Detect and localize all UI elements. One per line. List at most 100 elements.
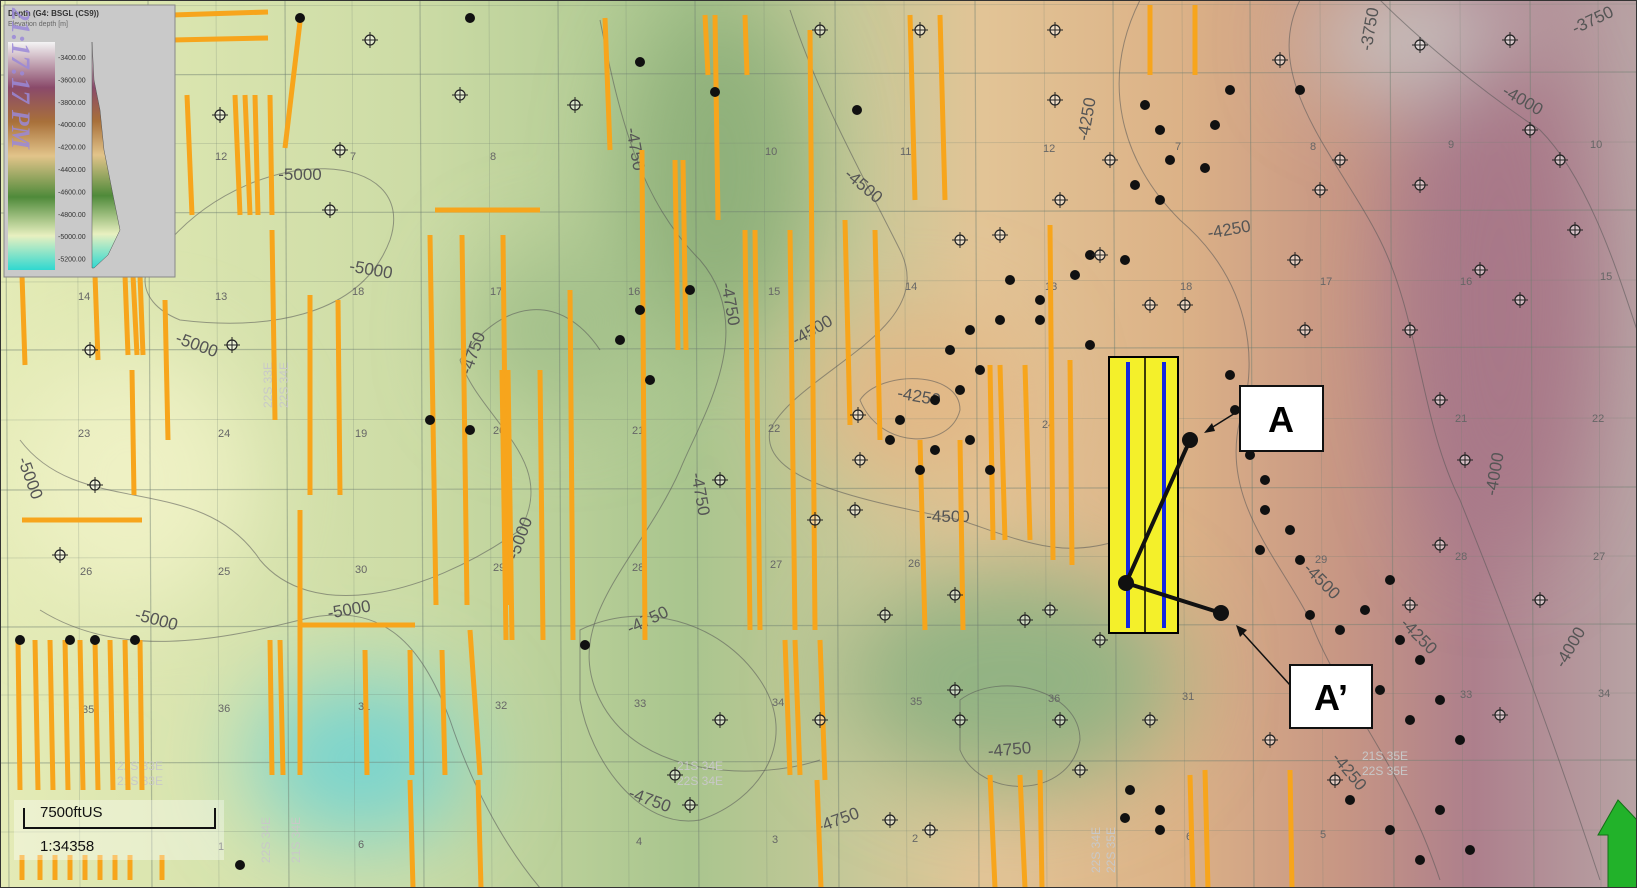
well-dot: [1285, 525, 1295, 535]
grid-line: [215, 0, 220, 888]
section-number: 10: [765, 146, 777, 158]
well-symbol-rays: [1522, 122, 1538, 138]
well-dot: [615, 335, 625, 345]
relief-blob: [470, 250, 650, 410]
township-label: 21S 35E: [1362, 749, 1408, 763]
well-symbol-rays: [1402, 597, 1418, 613]
well-symbol-rays: [82, 342, 98, 358]
well-symbol-rays: [1432, 537, 1448, 553]
well-path: [1287, 769, 1295, 888]
scale-ratio: 1:34358: [40, 838, 94, 855]
section-number: 24: [218, 428, 230, 440]
well-path: [47, 639, 56, 791]
section-number: 33: [634, 698, 646, 710]
township-label: 22S 34E: [277, 362, 291, 408]
township-label: 22S 34E: [677, 774, 723, 788]
well-path: [407, 649, 415, 776]
well-symbol-rays: [212, 107, 228, 123]
well-symbol-rays: [567, 97, 583, 113]
section-number: 8: [1310, 141, 1316, 153]
well-path: [567, 289, 576, 641]
well-path: [15, 639, 23, 791]
well-dot: [580, 640, 590, 650]
well-symbol-rays: [362, 32, 378, 48]
section-number: 31: [1182, 691, 1194, 703]
grid-line: [1529, 0, 1535, 888]
well-symbol-rays: [1092, 247, 1108, 263]
section-number: 19: [355, 428, 367, 440]
well-symbol-rays: [682, 797, 698, 813]
well-path: [872, 229, 883, 441]
well-path: [787, 229, 798, 631]
legend-tick-label: -4000.00: [58, 122, 86, 129]
well-symbol-rays: [667, 767, 683, 783]
well-symbol-rays: [1412, 177, 1428, 193]
legend-title: Depth (G4: BSGL (CS9)): [8, 9, 99, 18]
well-path: [752, 229, 763, 631]
well-dot: [635, 57, 645, 67]
well-symbol-rays: [1177, 297, 1193, 313]
callout-label: A’: [1314, 677, 1348, 718]
relief: [10, 0, 1590, 840]
well-path: [537, 369, 546, 641]
well-dot: [895, 415, 905, 425]
well-dot: [995, 315, 1005, 325]
well-path: [162, 299, 171, 441]
well-path: [32, 639, 41, 791]
grid-line: [0, 486, 1637, 491]
section-number: 34: [772, 697, 784, 709]
legend-tick-label: -4200.00: [58, 145, 86, 152]
legend-tick-label: -5200.00: [58, 257, 86, 264]
well-path: [129, 369, 137, 496]
well-dot: [130, 635, 140, 645]
contour-line: [1288, 0, 1601, 881]
well-symbol-rays: [1052, 712, 1068, 728]
well-dot: [1200, 163, 1210, 173]
well-path: [62, 639, 71, 791]
section-number: 7: [350, 151, 356, 163]
well-path: [1017, 774, 1028, 888]
well-path: [807, 29, 818, 631]
legend-tick-label: -3800.00: [58, 100, 86, 107]
scale-bar: 7500ftUS 1:34358: [14, 800, 224, 860]
well-symbol-rays: [1092, 632, 1108, 648]
scale-distance: 7500ftUS: [40, 804, 103, 821]
grid-line: [625, 0, 630, 888]
well-dot: [930, 395, 940, 405]
well-path: [907, 14, 918, 201]
relief-blob: [10, 350, 250, 610]
township-label: 21S 34E: [289, 817, 303, 863]
well-dot: [1005, 275, 1015, 285]
well-path: [407, 779, 416, 888]
well-dot: [1465, 845, 1475, 855]
well-path: [1037, 769, 1045, 888]
well-path: [171, 9, 269, 18]
township-label: 22S 33E: [261, 362, 275, 408]
well-dot: [1415, 855, 1425, 865]
well-dot: [1225, 85, 1235, 95]
well-path: [171, 35, 269, 43]
section-number: 14: [905, 281, 917, 293]
legend-ticks: -3400.00 -3600.00 -3800.00 -4000.00 -4200.00…: [58, 55, 86, 264]
section-number: 7: [1175, 141, 1181, 153]
well-symbol-rays: [1457, 452, 1473, 468]
section-number: 14: [78, 291, 90, 303]
section-number: 15: [768, 286, 780, 298]
well-dot: [1155, 195, 1165, 205]
well-symbol-rays: [1552, 152, 1568, 168]
section-number: 26: [908, 558, 920, 570]
well-path: [439, 649, 448, 776]
well-path: [1047, 224, 1056, 561]
well-path: [842, 219, 853, 426]
well-path: [1187, 774, 1196, 888]
well-path: [362, 649, 370, 776]
well-path: [639, 149, 648, 641]
section-number: 33: [1460, 689, 1472, 701]
cross-section: A A’: [1108, 356, 1373, 729]
well-path: [499, 369, 509, 641]
section-end: [1182, 432, 1198, 448]
section-number: 8: [490, 151, 496, 163]
section-number: 3: [772, 834, 778, 846]
well-dot: [235, 860, 245, 870]
